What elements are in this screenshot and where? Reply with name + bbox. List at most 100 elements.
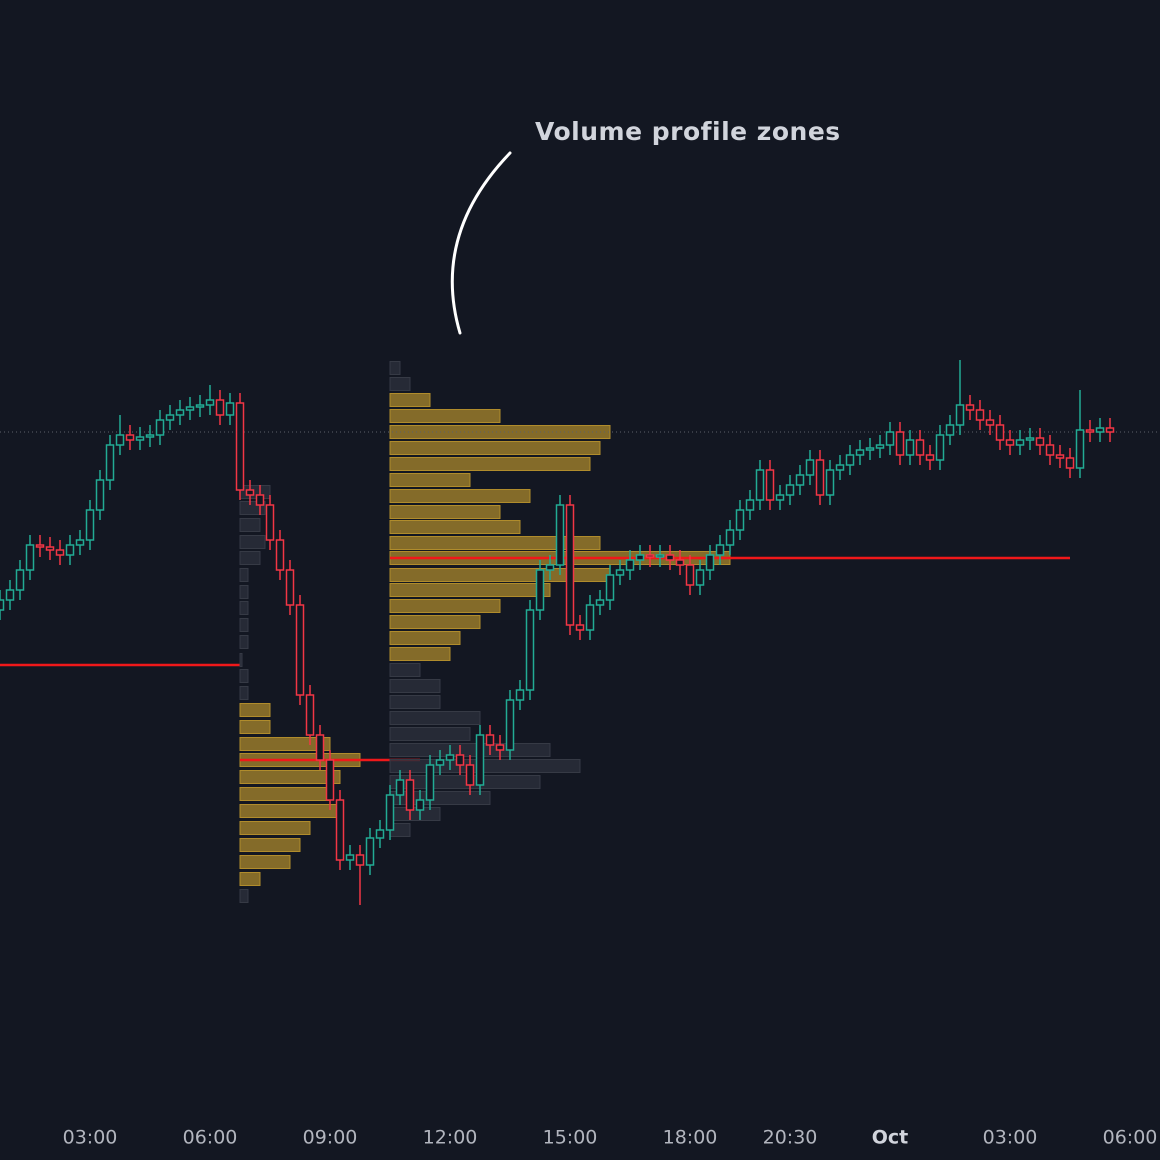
profile-bar xyxy=(389,647,451,661)
candle-body xyxy=(335,799,345,861)
x-tick-label: 09:00 xyxy=(303,1127,358,1149)
profile-bar xyxy=(389,361,401,375)
profile-bar xyxy=(239,551,261,565)
candle-body xyxy=(215,399,225,416)
candle-body xyxy=(555,504,565,566)
candle-body xyxy=(755,469,765,501)
candle-body xyxy=(635,554,645,561)
candle-body xyxy=(515,689,525,701)
profile-bar xyxy=(239,635,249,649)
x-tick-label: 03:00 xyxy=(63,1127,118,1149)
candle-body xyxy=(85,509,95,541)
candle-body xyxy=(305,694,315,736)
candle-body xyxy=(185,406,195,411)
candle-body xyxy=(535,569,545,611)
profile-bar xyxy=(389,441,601,455)
candle-body xyxy=(445,754,455,761)
candle-body xyxy=(25,544,35,571)
profile-bar xyxy=(239,872,261,886)
candle-body xyxy=(615,569,625,576)
candle-body xyxy=(165,414,175,421)
x-tick-label: 15:00 xyxy=(543,1127,598,1149)
candle-body xyxy=(985,419,995,426)
profile-bar xyxy=(389,695,441,709)
candle-body xyxy=(315,734,325,761)
candle-body xyxy=(455,754,465,766)
candle-body xyxy=(865,447,875,451)
candle-body xyxy=(505,699,515,751)
candle-body xyxy=(425,764,435,801)
candle-body xyxy=(375,829,385,839)
candle-body xyxy=(345,854,355,861)
x-tick-label: 12:00 xyxy=(423,1127,478,1149)
candle-body xyxy=(475,734,485,786)
candle-body xyxy=(435,759,445,766)
candle-body xyxy=(1055,454,1065,459)
candle-body xyxy=(725,529,735,546)
profile-bar xyxy=(239,518,261,532)
annotation: Volume profile zones xyxy=(535,117,841,146)
candle-body xyxy=(735,509,745,531)
candle-body xyxy=(355,854,365,866)
candle-body xyxy=(145,434,155,438)
profile-bar xyxy=(239,669,249,683)
candle-body xyxy=(0,599,5,611)
candle-body xyxy=(115,434,125,446)
profile-bar xyxy=(389,409,501,423)
profile-bar xyxy=(239,889,249,903)
x-tick-label: 06:00 xyxy=(183,1127,238,1149)
candle-body xyxy=(465,764,475,786)
candle-body xyxy=(665,554,675,561)
candle-body xyxy=(975,409,985,421)
candle-body xyxy=(915,439,925,456)
profile-bar xyxy=(389,457,591,471)
profile-bar xyxy=(239,568,249,582)
x-tick-label: 06:00 xyxy=(1103,1127,1158,1149)
candle-body xyxy=(835,464,845,471)
candle-body xyxy=(795,474,805,486)
x-tick-label: Oct xyxy=(872,1127,909,1149)
profile-bar xyxy=(239,601,249,615)
profile-bar xyxy=(239,485,271,499)
candle-body xyxy=(395,779,405,796)
candle-body xyxy=(1075,429,1085,469)
profile-bar xyxy=(389,743,551,757)
candle-body xyxy=(775,494,785,501)
candle-body xyxy=(685,564,695,586)
profile-bar xyxy=(239,737,331,751)
candle-body xyxy=(1045,444,1055,456)
candle-body xyxy=(325,759,335,801)
x-tick-label: 18:00 xyxy=(663,1127,718,1149)
profile-bar xyxy=(389,663,421,677)
candle-body xyxy=(805,459,815,476)
profile-bar xyxy=(389,679,441,693)
candle-body xyxy=(595,599,605,606)
profile-bar xyxy=(389,727,471,741)
profile-bar xyxy=(389,568,611,582)
candle-body xyxy=(285,569,295,606)
x-tick-label: 03:00 xyxy=(983,1127,1038,1149)
candle-body xyxy=(415,799,425,811)
profile-bar xyxy=(389,489,531,503)
candle-body xyxy=(5,589,15,601)
candle-body xyxy=(385,794,395,831)
profile-bar xyxy=(389,759,581,773)
candle-body xyxy=(1105,427,1115,433)
profile-bar xyxy=(389,631,461,645)
candle-body xyxy=(745,499,755,511)
profile-bar xyxy=(389,473,471,487)
candle-body xyxy=(45,546,55,551)
candle-body xyxy=(765,469,775,501)
candle-body xyxy=(825,469,835,496)
profile-bar xyxy=(239,770,341,784)
candle-body xyxy=(705,554,715,571)
candle-body xyxy=(1005,439,1015,446)
profile-bar xyxy=(239,720,271,734)
candle-body xyxy=(945,424,955,436)
profile-bar xyxy=(389,377,411,391)
candle-body xyxy=(645,554,655,558)
candle-body xyxy=(565,504,575,626)
candle-body xyxy=(845,454,855,466)
profile-bar xyxy=(389,536,601,550)
